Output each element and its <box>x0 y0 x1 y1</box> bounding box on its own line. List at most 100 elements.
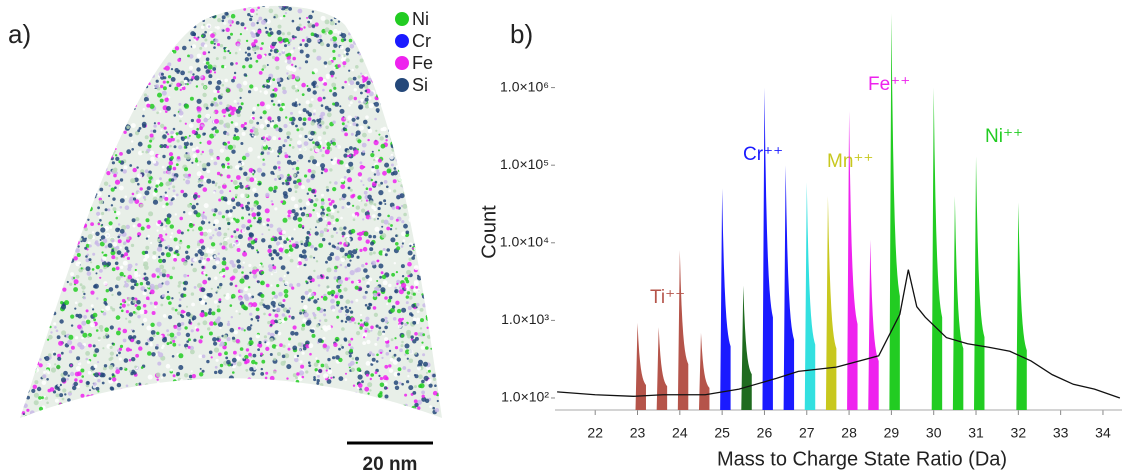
atom <box>72 216 75 219</box>
atom <box>103 156 108 161</box>
atom <box>116 266 120 270</box>
atom <box>187 229 189 231</box>
atom <box>63 219 66 222</box>
atom <box>414 385 417 388</box>
atom <box>345 277 349 281</box>
atom <box>440 143 442 145</box>
atom <box>406 118 410 122</box>
atom <box>415 1 420 6</box>
atom <box>356 267 361 272</box>
atom <box>310 245 314 249</box>
atom <box>30 239 33 242</box>
atom <box>190 350 195 355</box>
atom <box>339 105 341 107</box>
atom <box>314 247 318 251</box>
atom <box>386 59 390 63</box>
atom <box>360 43 365 48</box>
atom <box>25 74 29 78</box>
atom <box>204 258 206 260</box>
atom <box>289 307 291 309</box>
atom <box>87 67 91 71</box>
atom <box>395 228 397 230</box>
atom <box>325 20 330 25</box>
atom <box>202 417 207 422</box>
atom <box>71 324 73 326</box>
atom <box>92 231 94 233</box>
atom <box>111 255 115 259</box>
atom <box>366 200 368 202</box>
atom <box>104 301 107 304</box>
atom <box>61 352 64 355</box>
atom <box>110 111 113 114</box>
atom <box>224 66 226 68</box>
atom <box>46 265 50 269</box>
atom <box>275 413 279 417</box>
atom <box>142 115 145 118</box>
atom <box>153 403 155 405</box>
atom <box>109 221 113 225</box>
atom <box>437 25 440 28</box>
atom <box>80 70 84 74</box>
atom <box>26 409 29 412</box>
atom <box>192 33 196 37</box>
atom <box>77 325 82 330</box>
atom <box>235 410 239 414</box>
atom <box>67 258 71 262</box>
atom <box>116 211 120 215</box>
atom <box>267 249 271 253</box>
atom <box>39 202 42 205</box>
atom <box>412 248 414 250</box>
atom <box>293 161 297 165</box>
atom <box>397 373 400 376</box>
atom <box>89 258 92 261</box>
atom <box>35 310 38 313</box>
atom <box>355 215 357 217</box>
atom <box>207 170 211 174</box>
atom <box>215 228 218 231</box>
atom <box>428 300 432 304</box>
atom <box>58 276 61 279</box>
atom <box>171 178 175 182</box>
atom <box>427 152 431 156</box>
atom <box>145 135 149 139</box>
atom <box>121 14 124 17</box>
atom <box>74 173 77 176</box>
atom <box>425 117 428 120</box>
atom <box>308 361 311 364</box>
atom <box>145 169 149 173</box>
atom <box>22 333 26 337</box>
atom <box>286 391 290 395</box>
atom <box>376 55 381 60</box>
atom <box>126 412 128 414</box>
atom <box>203 380 206 383</box>
atom <box>442 19 445 22</box>
atom <box>421 125 426 130</box>
atom <box>78 135 82 139</box>
atom <box>253 397 256 400</box>
atom <box>134 108 136 110</box>
atom <box>397 309 401 313</box>
atom <box>25 351 29 355</box>
atom <box>62 156 65 159</box>
atom <box>142 46 144 48</box>
atom <box>157 61 159 63</box>
atom <box>68 193 71 196</box>
atom <box>88 408 90 410</box>
atom <box>157 382 160 385</box>
atom <box>434 157 438 161</box>
atom <box>67 72 70 75</box>
atom <box>168 96 170 98</box>
atom <box>409 258 412 261</box>
atom <box>422 148 425 151</box>
atom <box>350 270 355 275</box>
atom <box>207 293 210 296</box>
atom <box>307 88 311 92</box>
atom <box>422 261 426 265</box>
atom <box>372 16 374 18</box>
atom <box>119 90 122 93</box>
atom <box>55 399 59 403</box>
atom <box>126 237 129 240</box>
atom <box>19 254 24 259</box>
atom <box>54 363 56 365</box>
atom <box>347 396 351 400</box>
